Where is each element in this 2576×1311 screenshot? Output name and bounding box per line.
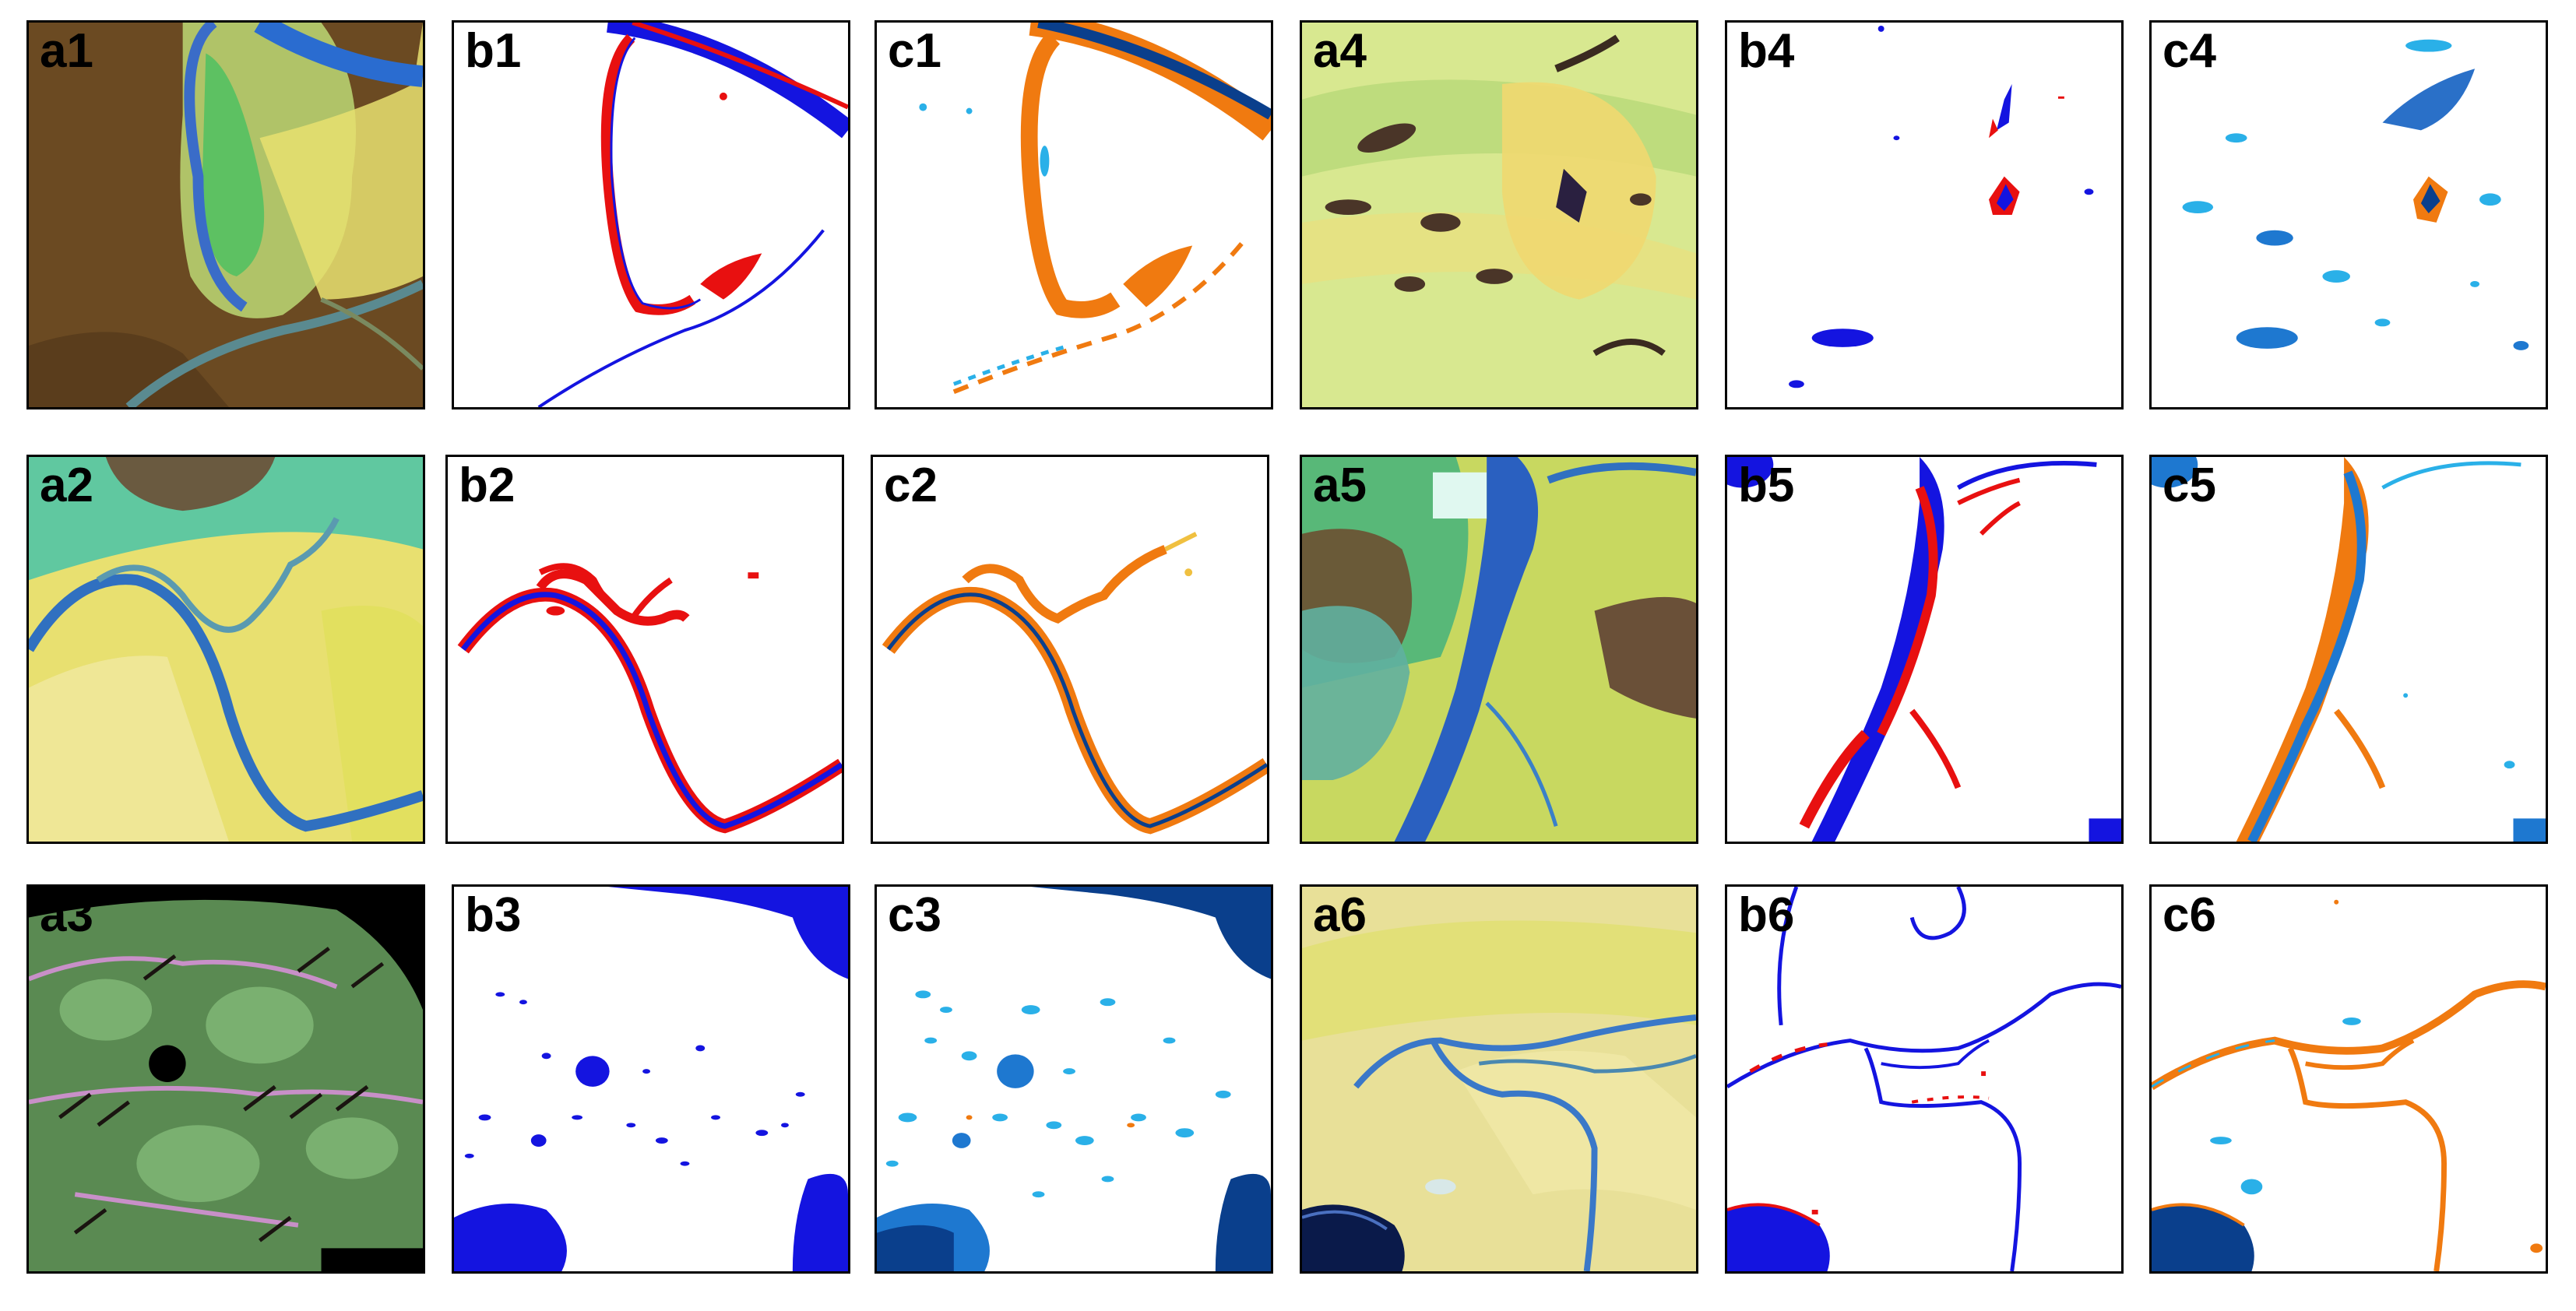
- panel-label: c5: [2163, 459, 2216, 512]
- panel-a4: a4: [1300, 20, 1698, 409]
- panel-label: c6: [2163, 888, 2216, 942]
- panel-b2: b2: [445, 455, 844, 844]
- panel-b1: b1: [452, 20, 850, 409]
- panel-label: a6: [1313, 888, 1367, 942]
- panel-label: c2: [884, 459, 938, 512]
- fraction-map-c5: [2152, 457, 2546, 842]
- panel-c4: c4: [2149, 20, 2548, 409]
- panel-label: a1: [40, 24, 93, 78]
- panel-a6: a6: [1300, 884, 1698, 1274]
- panel-label: b4: [1738, 24, 1795, 78]
- panel-label: a2: [40, 459, 93, 512]
- panel-label: b1: [465, 24, 522, 78]
- panel-label: b3: [465, 888, 522, 942]
- panel-label: a5: [1313, 459, 1367, 512]
- binary-map-b6: [1727, 887, 2121, 1271]
- panel-b5: b5: [1725, 455, 2124, 844]
- panel-c1: c1: [875, 20, 1273, 409]
- satellite-image-a3: [29, 887, 423, 1271]
- panel-b6: b6: [1725, 884, 2124, 1274]
- panel-label: b6: [1738, 888, 1795, 942]
- satellite-image-a1: [29, 23, 423, 407]
- panel-label: c4: [2163, 24, 2216, 78]
- panel-label: c1: [888, 24, 941, 78]
- panel-c2: c2: [871, 455, 1269, 844]
- panel-b3: b3: [452, 884, 850, 1274]
- satellite-image-a2: [29, 457, 423, 842]
- satellite-image-a6: [1302, 887, 1696, 1271]
- panel-a5: a5: [1300, 455, 1698, 844]
- panel-c3: c3: [875, 884, 1273, 1274]
- fraction-map-c6: [2152, 899, 2546, 1271]
- fraction-map-c3: [877, 887, 1271, 1271]
- fraction-map-c1: [919, 23, 1271, 394]
- fraction-map-c4: [2182, 39, 2529, 350]
- fraction-map-c2: [882, 532, 1267, 835]
- satellite-image-a5: [1302, 457, 1696, 842]
- binary-map-b1: [537, 23, 848, 407]
- binary-map-b2: [457, 563, 842, 834]
- binary-map-b4: [1789, 25, 2094, 388]
- satellite-image-a4: [1302, 23, 1696, 407]
- panel-label: b5: [1738, 459, 1795, 512]
- panel-label: a4: [1313, 24, 1367, 78]
- panel-c6: c6: [2149, 884, 2548, 1274]
- panel-a3: a3: [26, 884, 425, 1274]
- panel-label: a3: [40, 888, 93, 942]
- binary-map-b3: [454, 887, 848, 1271]
- panel-a1: a1: [26, 20, 425, 409]
- panel-b4: b4: [1725, 20, 2124, 409]
- panel-label: b2: [459, 459, 516, 512]
- panel-a2: a2: [26, 455, 425, 844]
- panel-c5: c5: [2149, 455, 2548, 844]
- panel-label: c3: [888, 888, 941, 942]
- binary-map-b5: [1727, 457, 2121, 842]
